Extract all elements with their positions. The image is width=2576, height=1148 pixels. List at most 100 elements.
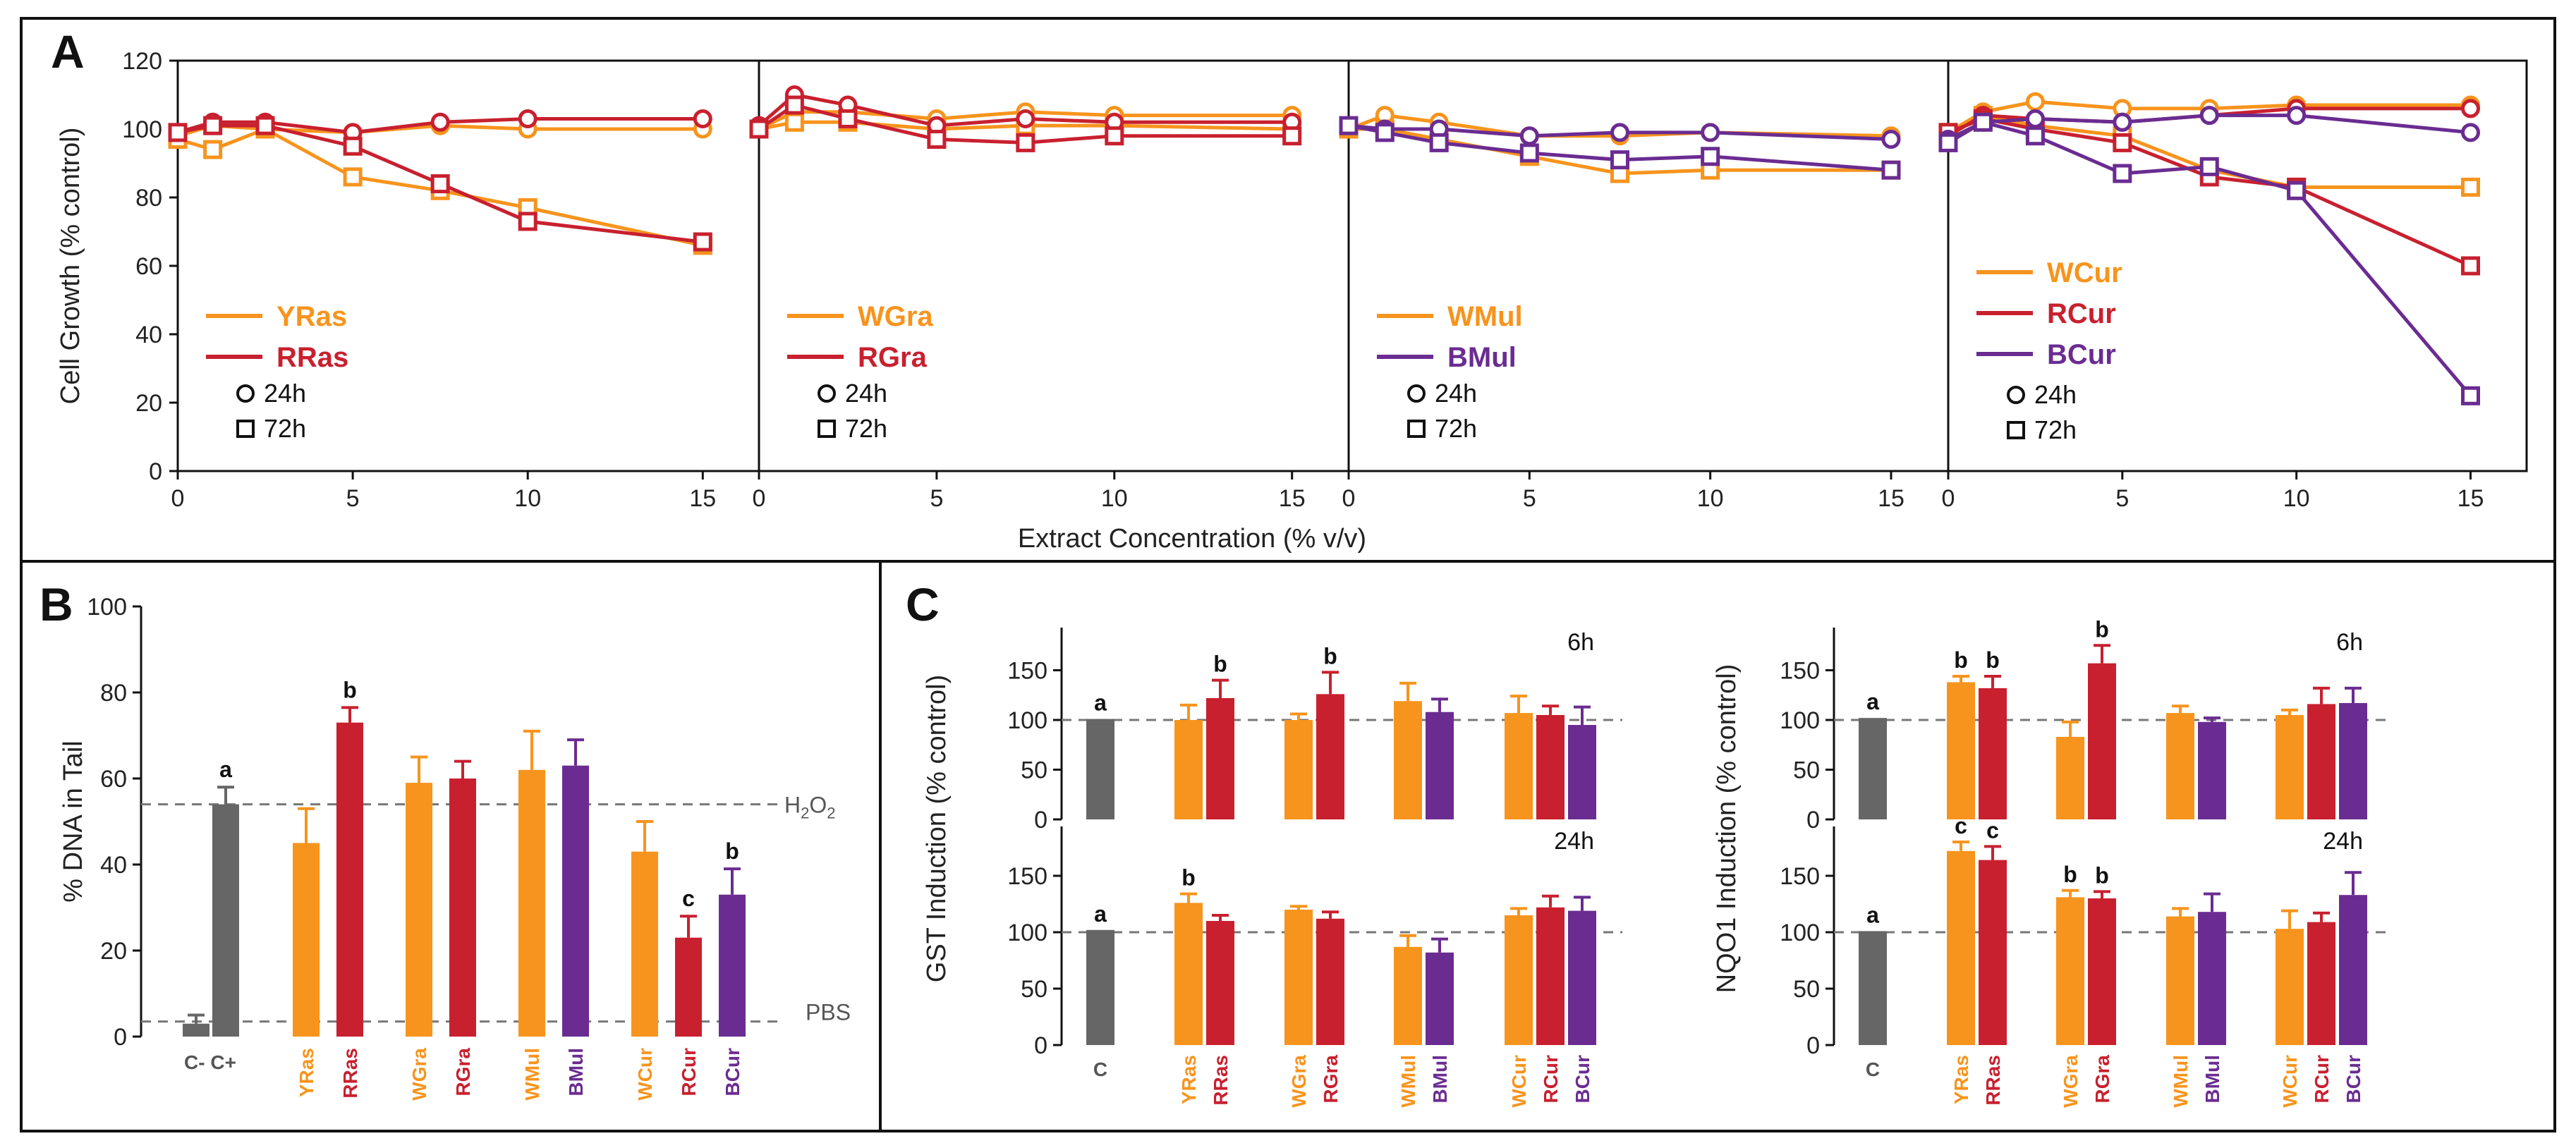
panel-a-x-tick-label: 0 bbox=[171, 485, 185, 512]
panel-c-y-tick-label: 100 bbox=[1780, 707, 1820, 734]
panel-c-y-tick-label: 150 bbox=[1780, 863, 1820, 890]
panel-a-subplot-currant: 0 5 10 15 WCur RCur BCur 24h 72h bbox=[1938, 61, 2484, 512]
data-point-bcur-24h bbox=[2287, 106, 2307, 126]
panel-c-y-tick-label: 0 bbox=[1034, 807, 1047, 833]
bar-wgra bbox=[2056, 736, 2084, 819]
data-point-yras-72h bbox=[343, 167, 363, 187]
significance-label: b bbox=[1954, 647, 1968, 673]
bar-wmul bbox=[2166, 916, 2194, 1045]
bar-bmul bbox=[1426, 712, 1454, 819]
bar-rcur bbox=[675, 937, 702, 1037]
bar-bcur bbox=[1568, 910, 1596, 1045]
data-point-bmul-72h bbox=[1610, 150, 1629, 170]
bar-wgra bbox=[1284, 720, 1313, 819]
bar-c bbox=[1859, 931, 1887, 1045]
data-point-rras-72h bbox=[203, 116, 223, 135]
bar-rras bbox=[1206, 921, 1234, 1045]
significance-label: a bbox=[1094, 901, 1107, 927]
panel-c-y-tick-label: 50 bbox=[1021, 976, 1047, 1003]
data-point-bcur-24h bbox=[2113, 112, 2132, 132]
x-category-label: RGra bbox=[2091, 1055, 2113, 1104]
data-point-bcur-72h bbox=[1973, 112, 1993, 132]
bar-rgra bbox=[1316, 694, 1344, 819]
panel-c-y-tick-label: 0 bbox=[1806, 807, 1820, 833]
data-point-rras-72h bbox=[693, 232, 712, 252]
x-category-label: WGra bbox=[408, 1048, 430, 1101]
data-point-bcur-72h bbox=[2199, 157, 2219, 176]
panel-a-x-tick-label: 0 bbox=[1942, 485, 1955, 512]
data-point-rgra-24h bbox=[1016, 109, 1035, 128]
bar-bcur bbox=[2339, 703, 2367, 819]
bar-c bbox=[1086, 719, 1114, 819]
x-category-label: WCur bbox=[634, 1048, 656, 1101]
data-point-bmul-72h bbox=[1519, 143, 1539, 163]
data-point-rras-24h bbox=[518, 109, 537, 128]
data-point-bcur-72h bbox=[2113, 164, 2132, 183]
x-category-label: RGra bbox=[452, 1048, 474, 1097]
data-point-bmul-72h bbox=[1429, 133, 1449, 152]
panel-c-y-tick-label: 150 bbox=[1007, 863, 1047, 890]
legend-label-24h: 24h bbox=[264, 379, 306, 408]
bar-rras bbox=[1979, 688, 2007, 819]
data-point-rcur-72h bbox=[2113, 133, 2132, 152]
bar-bmul bbox=[2198, 912, 2226, 1045]
data-point-rgra-72h bbox=[784, 95, 804, 115]
bar-rras bbox=[336, 722, 363, 1037]
legend-label-yras: YRas bbox=[277, 301, 347, 332]
time-label: 24h bbox=[2323, 828, 2363, 855]
time-label: 6h bbox=[1567, 629, 1594, 656]
panel-c-subplot-gst-6h: 0 50 100 150 a b b 6h bbox=[1007, 628, 1622, 833]
x-category-label: BCur bbox=[1572, 1055, 1593, 1104]
bar-yras bbox=[1174, 720, 1203, 819]
x-category-label: YRas bbox=[1950, 1055, 1972, 1104]
panel-a-x-tick-label: 10 bbox=[514, 485, 541, 512]
bar-wgra bbox=[1284, 910, 1313, 1045]
bar-bcur bbox=[2339, 895, 2367, 1045]
data-point-bcur-72h bbox=[2025, 126, 2045, 146]
bar-cminus bbox=[183, 1023, 209, 1037]
bar-wcur bbox=[2276, 714, 2304, 819]
panel-c-subplot-nqo1-24h: 0 50 100 150 a c c b b 24h C YRas RRas WGra RGra WMul BM… bbox=[1780, 813, 2391, 1108]
bar-wmul bbox=[1394, 946, 1422, 1045]
bar-rgra bbox=[2088, 663, 2116, 819]
panel-c-gst-y-label: GST Induction (% control) bbox=[922, 675, 952, 982]
data-point-rras-24h bbox=[430, 112, 450, 132]
significance-label: b bbox=[1986, 647, 2000, 673]
legend-label-72h: 72h bbox=[2034, 415, 2077, 444]
x-category-label: WGra bbox=[2060, 1055, 2082, 1108]
legend-square-icon bbox=[818, 420, 836, 438]
significance-label: b bbox=[2095, 616, 2109, 642]
legend-square-icon bbox=[2007, 421, 2025, 439]
panel-a-y-label: Cell Growth (% control) bbox=[56, 128, 85, 405]
bar-yras bbox=[293, 843, 320, 1037]
significance-label: a bbox=[1094, 690, 1107, 716]
x-category-label: WCur bbox=[2279, 1055, 2301, 1108]
panel-a-y-tick-label: 60 bbox=[135, 253, 162, 280]
data-point-wgra-72h bbox=[784, 112, 804, 132]
data-point-yras-72h bbox=[203, 140, 223, 159]
x-category-label: C bbox=[1866, 1058, 1880, 1080]
data-point-rras-24h bbox=[693, 109, 712, 128]
panel-b-y-tick-label: 20 bbox=[100, 938, 127, 965]
legend-circle-icon bbox=[1407, 384, 1426, 403]
significance-label: c bbox=[1955, 813, 1967, 838]
reference-label-h2o2: H2O2 bbox=[784, 793, 836, 822]
data-point-bcur-72h bbox=[2287, 181, 2307, 200]
data-point-rgra-72h bbox=[1016, 133, 1035, 152]
legend-square-icon bbox=[236, 420, 255, 438]
bar-bcur bbox=[719, 894, 746, 1037]
panel-a-x-tick-label: 10 bbox=[1101, 485, 1128, 512]
panel-a-x-tick-label: 5 bbox=[1523, 485, 1536, 512]
x-category-label: C bbox=[1093, 1058, 1107, 1080]
panel-a-x-tick-label: 0 bbox=[1342, 485, 1356, 512]
bar-wcur bbox=[631, 851, 658, 1037]
bar-rgra bbox=[2088, 898, 2116, 1045]
data-point-bcur-24h bbox=[2199, 106, 2219, 126]
bar-rras bbox=[1979, 860, 2007, 1045]
legend-circle-icon bbox=[818, 384, 836, 403]
x-category-label: WMul bbox=[2170, 1055, 2192, 1108]
panel-a-y-tick-label: 100 bbox=[122, 116, 162, 143]
panel-a-x-tick-label: 0 bbox=[753, 485, 766, 512]
